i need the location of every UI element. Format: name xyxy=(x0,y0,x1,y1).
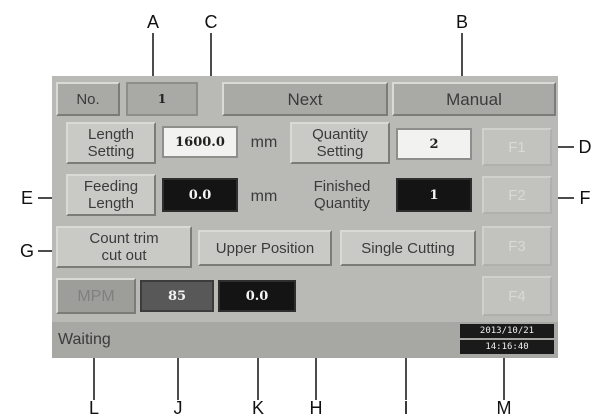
length-setting-line1: Length xyxy=(88,126,134,143)
mpm-value1-display: 85 xyxy=(140,280,214,312)
hmi-screen: No. 1 Next Manual Length Setting 1600.0 m… xyxy=(52,76,558,358)
finished-quantity-display: 1 xyxy=(396,178,472,212)
feeding-length-unit: mm xyxy=(250,187,278,205)
mpm-value2: 0.0 xyxy=(245,288,269,304)
upper-position-button[interactable]: Upper Position xyxy=(198,230,332,266)
callout-m: M xyxy=(496,398,512,418)
mpm-value2-display: 0.0 xyxy=(218,280,296,312)
f2-label: F2 xyxy=(508,186,526,204)
count-trim-line1: Count trim xyxy=(89,230,159,247)
status-text: Waiting xyxy=(58,331,111,348)
f2-button[interactable]: F2 xyxy=(482,176,552,214)
quantity-setting-line2: Setting xyxy=(316,143,364,160)
quantity-setting-label: Quantity Setting xyxy=(290,122,390,164)
callout-f: F xyxy=(579,188,591,208)
callout-b: B xyxy=(455,12,468,32)
single-cutting-button[interactable]: Single Cutting xyxy=(340,230,476,266)
callout-l: L xyxy=(88,398,99,418)
no-label: No. xyxy=(76,90,100,108)
callout-e: E xyxy=(20,188,33,208)
feeding-length-line1: Feeding xyxy=(83,178,139,195)
callout-i: I xyxy=(403,398,409,418)
callout-c: C xyxy=(204,12,218,32)
feeding-length-line2: Length xyxy=(88,195,134,212)
feeding-length-display: 0.0 xyxy=(162,178,238,212)
length-setting-input[interactable]: 1600.0 xyxy=(162,126,238,158)
manual-label: Manual xyxy=(446,89,502,109)
length-setting-value: 1600.0 xyxy=(175,134,225,150)
no-button[interactable]: No. xyxy=(56,82,120,116)
callout-k: K xyxy=(251,398,264,418)
f3-button[interactable]: F3 xyxy=(482,226,552,266)
length-setting-unit: mm xyxy=(250,133,278,151)
status-bar: Waiting 2013/10/21 14:16:40 xyxy=(52,322,558,358)
f1-label: F1 xyxy=(508,138,526,156)
next-label: Next xyxy=(287,89,323,109)
feeding-length-value: 0.0 xyxy=(188,187,212,203)
length-setting-label: Length Setting xyxy=(66,122,156,164)
feeding-length-label: Feeding Length xyxy=(66,174,156,216)
count-trim-button[interactable]: Count trim cut out xyxy=(56,226,192,268)
callout-g: G xyxy=(19,241,34,261)
f3-label: F3 xyxy=(508,237,526,255)
finished-quantity-value: 1 xyxy=(429,187,439,203)
finished-quantity-line1: Finished xyxy=(313,178,371,195)
callout-j: J xyxy=(173,398,183,418)
f4-button[interactable]: F4 xyxy=(482,276,552,316)
length-setting-line2: Setting xyxy=(87,143,135,160)
next-button[interactable]: Next xyxy=(222,82,388,116)
f4-label: F4 xyxy=(508,287,526,305)
mpm-label: MPM xyxy=(77,287,115,305)
upper-position-label: Upper Position xyxy=(215,239,315,257)
finished-quantity-line2: Quantity xyxy=(314,195,370,212)
status-time: 14:16:40 xyxy=(460,340,554,354)
finished-quantity-label: Finished Quantity xyxy=(294,174,390,216)
quantity-setting-value: 2 xyxy=(429,136,439,152)
count-trim-line2: cut out xyxy=(101,247,147,264)
callout-h: H xyxy=(309,398,323,418)
single-cutting-label: Single Cutting xyxy=(361,239,455,257)
mpm-value1: 85 xyxy=(167,288,187,304)
callout-d: D xyxy=(578,137,592,157)
quantity-setting-input[interactable]: 2 xyxy=(396,128,472,160)
mpm-button[interactable]: MPM xyxy=(56,278,136,314)
callout-a: A xyxy=(146,12,159,32)
status-date: 2013/10/21 xyxy=(460,324,554,338)
quantity-setting-line1: Quantity xyxy=(312,126,368,143)
f1-button[interactable]: F1 xyxy=(482,128,552,166)
no-value: 1 xyxy=(157,92,167,106)
no-value-field[interactable]: 1 xyxy=(126,82,198,116)
manual-button[interactable]: Manual xyxy=(392,82,556,116)
